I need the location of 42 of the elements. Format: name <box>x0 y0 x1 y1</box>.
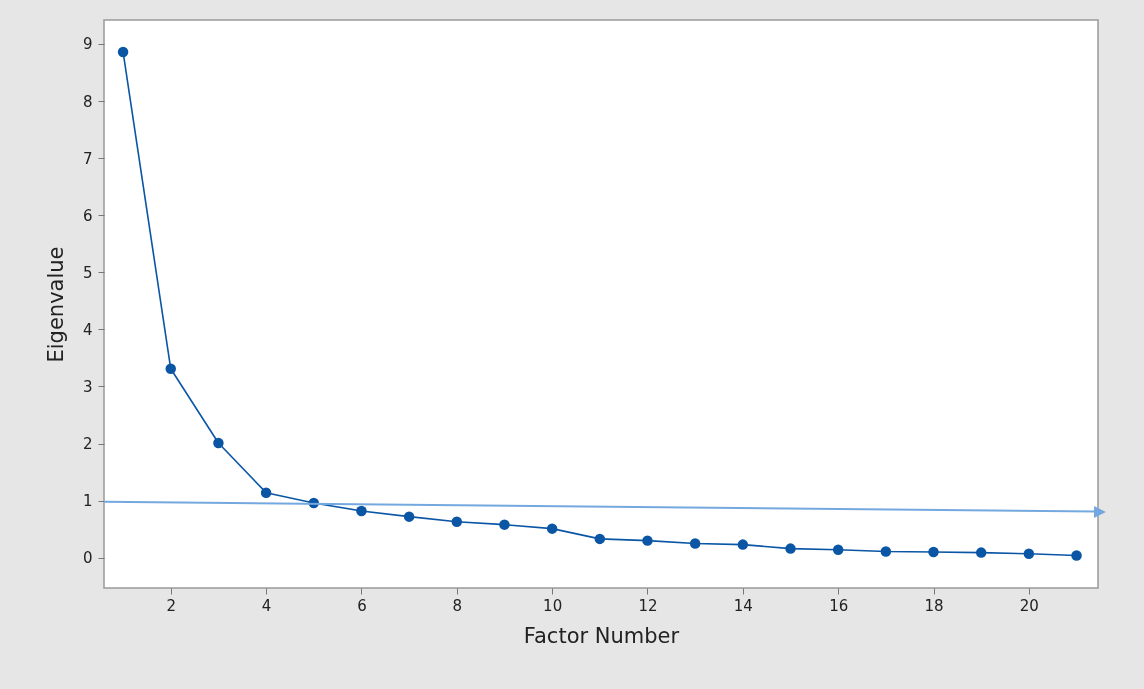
y-tick-label: 3 <box>82 377 93 396</box>
x-tick-label: 8 <box>452 596 463 615</box>
y-tick-label: 0 <box>82 549 93 568</box>
point <box>594 533 606 545</box>
x-tick-label: 6 <box>357 596 367 615</box>
x-tick-label: 18 <box>924 596 944 615</box>
y-tick-label: 7 <box>82 149 93 168</box>
y-tick-label: 6 <box>82 206 93 225</box>
x-tick-label: 14 <box>733 596 753 615</box>
point <box>546 523 558 534</box>
point <box>260 487 272 498</box>
x-tick-label: 4 <box>261 596 272 615</box>
point <box>165 363 176 375</box>
point <box>689 538 701 549</box>
x-tick-label: 20 <box>1019 596 1039 615</box>
point <box>737 539 749 550</box>
point <box>1071 550 1082 561</box>
point <box>499 519 510 530</box>
x-tick-label: 10 <box>543 596 563 615</box>
point <box>1023 548 1035 559</box>
x-tick-label: 2 <box>166 596 177 615</box>
y-tick-label: 4 <box>82 320 93 339</box>
y-tick-label: 1 <box>82 492 93 511</box>
point <box>451 516 463 528</box>
point <box>403 511 415 522</box>
point <box>213 437 224 449</box>
x-tick-label: 12 <box>638 596 658 615</box>
point <box>928 546 939 558</box>
point <box>117 46 129 58</box>
x-tick-label: 16 <box>829 596 849 615</box>
point <box>832 544 844 555</box>
y-tick-label: 8 <box>82 92 93 111</box>
point <box>975 547 987 558</box>
y-tick-label: 5 <box>82 263 93 282</box>
y-axis-title: Eigenvalue <box>43 246 68 363</box>
point <box>785 543 796 554</box>
point <box>642 535 653 546</box>
point <box>356 505 367 517</box>
y-tick-label: 9 <box>82 35 93 54</box>
y-tick-label: 2 <box>82 435 93 454</box>
point <box>880 546 892 557</box>
x-axis-title: Factor Number <box>523 623 680 648</box>
